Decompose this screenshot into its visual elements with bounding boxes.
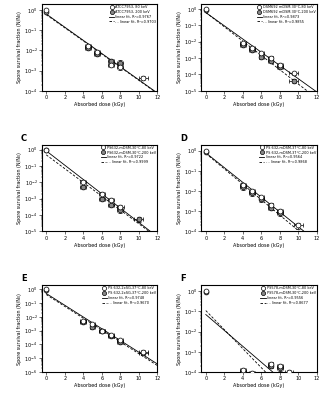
Legend: PS 632,mDSM,37°C,80 keV, PS 632,mDSM,37°C,200 keV, linear fit, R²=0.9564, - - li: PS 632,mDSM,37°C,80 keV, PS 632,mDSM,37°… [259,145,316,164]
Y-axis label: Spore survival fraction (N/N₀): Spore survival fraction (N/N₀) [177,12,182,83]
Legend: PS578,mDSM,30°C,80 keV, PS578,mDSM,30°C,200 keV, linear fit, R²=0.9556, - - line: PS578,mDSM,30°C,80 keV, PS578,mDSM,30°C,… [260,286,316,305]
X-axis label: Absorbed dose (kGy): Absorbed dose (kGy) [233,102,284,107]
Y-axis label: Spore survival fraction (N/N₀): Spore survival fraction (N/N₀) [177,152,182,224]
X-axis label: Absorbed dose (kGy): Absorbed dose (kGy) [74,383,125,388]
X-axis label: Absorbed dose (kGy): Absorbed dose (kGy) [74,102,125,107]
Y-axis label: Spore survival fraction (N/N₀): Spore survival fraction (N/N₀) [177,293,182,364]
Legend: DSM692 mDSM,30°C,80 keV, DSM692 mDSM,30°C,200 keV, linear fit, R²=0.9873, - - li: DSM692 mDSM,30°C,80 keV, DSM692 mDSM,30°… [256,5,316,24]
Text: F: F [180,274,186,284]
Text: E: E [21,274,27,284]
Legend: PS632,mDSM,30°C,80 keV, PS632,mDSM,30°C,200 keV, linear fit, R²=0.9722, - - line: PS632,mDSM,30°C,80 keV, PS632,mDSM,30°C,… [100,145,156,164]
X-axis label: Absorbed dose (kGy): Absorbed dose (kGy) [74,243,125,248]
Y-axis label: Spore survival fraction (N/N₀): Spore survival fraction (N/N₀) [17,152,22,224]
X-axis label: Absorbed dose (kGy): Absorbed dose (kGy) [233,383,284,388]
Legend: ATCC7953, 80 keV, ATCC7953, 200 keV, linear fit, R²=0.9767, - - linear fit, R²=0: ATCC7953, 80 keV, ATCC7953, 200 keV, lin… [108,5,156,24]
Legend: PS 632,2xSG,37°C,80 keV, PS 632,2xSG,37°C,200 keV, linear fit, R²=0.9748, - - li: PS 632,2xSG,37°C,80 keV, PS 632,2xSG,37°… [101,286,156,305]
X-axis label: Absorbed dose (kGy): Absorbed dose (kGy) [233,243,284,248]
Y-axis label: Spore survival fraction (N/N₀): Spore survival fraction (N/N₀) [17,12,22,83]
Text: D: D [180,134,187,143]
Text: A: A [21,0,27,2]
Text: C: C [21,134,27,143]
Y-axis label: Spore survival fraction (N/N₀): Spore survival fraction (N/N₀) [17,293,22,364]
Text: B: B [180,0,187,2]
